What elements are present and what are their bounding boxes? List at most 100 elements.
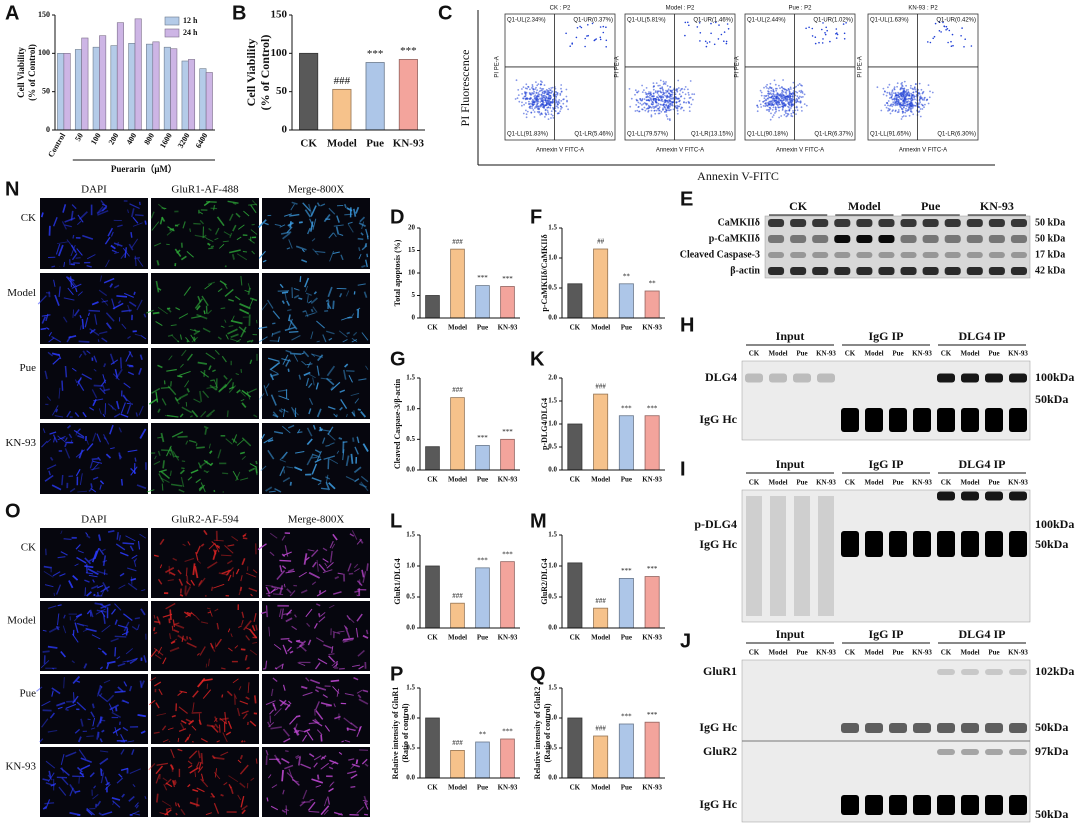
dot [768, 106, 771, 109]
band [988, 267, 1005, 275]
dot [769, 102, 771, 105]
band [961, 531, 979, 557]
cell-signal [343, 717, 353, 725]
cell-signal [118, 534, 122, 541]
cell-signal [240, 451, 245, 455]
panel-letter: L [390, 510, 402, 532]
cell-signal [89, 328, 96, 335]
cell-signal [53, 279, 56, 287]
significance-label: *** [647, 404, 658, 412]
cell-signal [350, 453, 354, 464]
dot [539, 97, 541, 100]
cell-signal [92, 794, 99, 800]
cell-signal [197, 462, 202, 469]
cell-signal [47, 645, 58, 649]
cell-signal [86, 350, 91, 354]
dot [691, 93, 694, 95]
dot [758, 100, 761, 102]
dot [529, 105, 531, 108]
cell-signal [202, 390, 210, 399]
micrograph-texture [258, 201, 369, 268]
dot [767, 102, 770, 105]
dot [811, 27, 814, 30]
dot [792, 92, 794, 94]
cell-signal [243, 210, 250, 217]
micrograph-texture [149, 676, 258, 743]
cell-signal [260, 465, 267, 472]
cell-signal [89, 407, 95, 411]
dot [781, 91, 783, 94]
dot [948, 29, 951, 32]
cell-signal [334, 576, 340, 580]
cell-signal [328, 653, 335, 655]
plot-frame [504, 13, 616, 141]
cell-signal [227, 544, 235, 547]
dot [891, 93, 893, 96]
x-tick-label: 3200 [176, 131, 192, 149]
band [961, 795, 979, 815]
dot [942, 21, 944, 24]
cell-signal [225, 438, 233, 445]
cell-signal [248, 628, 258, 639]
cell-signal [185, 718, 193, 723]
cell-signal [73, 309, 80, 317]
band [889, 795, 907, 815]
cell-signal [359, 483, 367, 488]
cell-signal [283, 213, 292, 217]
dot [886, 91, 889, 94]
cell-signal [296, 715, 301, 718]
dot [883, 90, 886, 93]
cell-signal [274, 223, 282, 227]
significance-label: *** [400, 45, 417, 57]
cell-signal [68, 580, 74, 589]
y-axis-label: (Ratio of control) [543, 703, 552, 762]
cell-signal [359, 538, 364, 544]
y-tick-label: 0 [412, 314, 416, 322]
cell-signal [358, 726, 362, 732]
cell-signal [167, 307, 171, 310]
y-axis-label: (% of Control) [258, 35, 272, 111]
cell-signal [169, 470, 172, 477]
cell-signal [320, 762, 329, 770]
cell-signal [339, 292, 343, 298]
dot [885, 106, 888, 109]
cell-signal [194, 298, 204, 309]
cell-signal [162, 460, 165, 469]
cell-signal [281, 535, 286, 541]
cell-signal [158, 473, 165, 483]
cell-signal [230, 633, 233, 638]
dot [786, 114, 789, 117]
cell-signal [120, 767, 129, 771]
dot [891, 89, 894, 91]
cell-signal [302, 202, 311, 212]
cell-signal [324, 562, 328, 567]
cell-signal [361, 245, 368, 251]
cell-signal [304, 277, 310, 288]
group-label: IgG IP [868, 457, 903, 471]
y-tick-label: 100 [38, 48, 50, 57]
cell-signal [74, 412, 80, 418]
cell-signal [140, 730, 146, 734]
dot [901, 116, 904, 118]
dot [650, 103, 653, 105]
bar [57, 53, 65, 131]
cell-signal [167, 226, 175, 232]
cell-signal [172, 619, 176, 628]
dot [796, 109, 799, 112]
dot [560, 84, 563, 86]
cell-signal [111, 249, 117, 253]
cell-signal [253, 414, 258, 418]
dot [667, 104, 670, 107]
cell-signal [322, 547, 328, 552]
column-header: DAPI [81, 514, 107, 526]
dot [802, 96, 804, 98]
dot [726, 23, 729, 25]
x-tick-label: CK [570, 324, 581, 332]
dot [653, 109, 656, 112]
dot [760, 106, 763, 108]
cell-signal [156, 713, 166, 716]
x-tick-label: Model [448, 784, 467, 792]
cell-signal [146, 309, 154, 314]
dot [549, 101, 552, 104]
dot [542, 101, 545, 104]
